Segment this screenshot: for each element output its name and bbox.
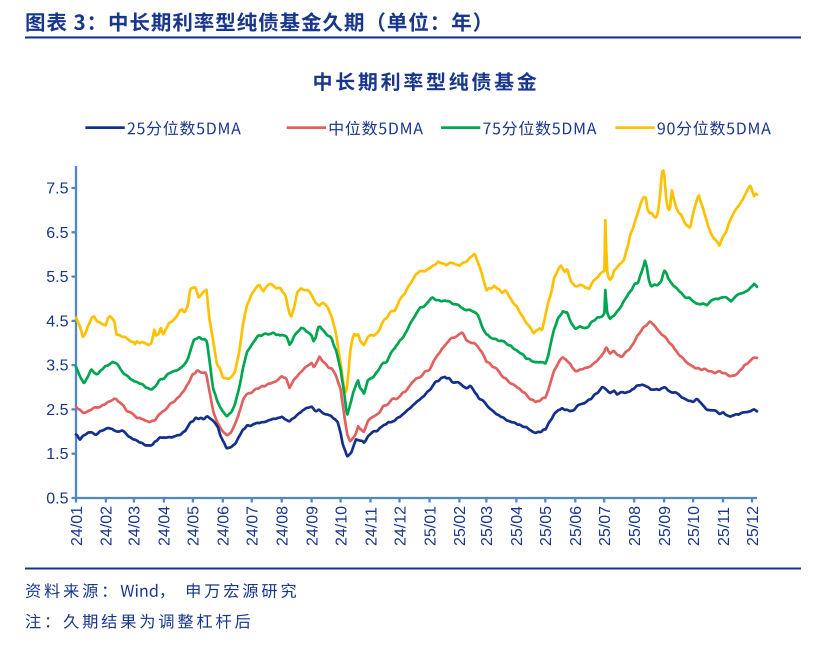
svg-text:3.5: 3.5 <box>46 358 68 375</box>
svg-text:4.5: 4.5 <box>46 313 68 330</box>
svg-text:0.5: 0.5 <box>46 491 68 508</box>
svg-text:25/02: 25/02 <box>452 506 469 546</box>
svg-text:24/07: 24/07 <box>245 506 262 546</box>
svg-text:24/05: 24/05 <box>186 506 203 546</box>
svg-text:24/08: 24/08 <box>275 506 292 546</box>
svg-text:25/06: 25/06 <box>568 506 585 546</box>
svg-text:25/11: 25/11 <box>716 507 733 546</box>
svg-text:24/12: 24/12 <box>392 506 409 546</box>
svg-text:25/01: 25/01 <box>422 506 439 546</box>
svg-text:7.5: 7.5 <box>46 181 68 198</box>
svg-text:24/04: 24/04 <box>157 506 174 546</box>
svg-text:25/03: 25/03 <box>479 506 496 546</box>
svg-text:25/05: 25/05 <box>538 506 555 546</box>
svg-text:25/07: 25/07 <box>597 506 614 546</box>
svg-text:25/08: 25/08 <box>627 506 644 546</box>
svg-text:25/12: 25/12 <box>745 506 762 546</box>
svg-text:6.5: 6.5 <box>46 225 68 242</box>
svg-text:24/09: 24/09 <box>304 506 321 546</box>
svg-text:1.5: 1.5 <box>46 446 68 463</box>
svg-text:25/10: 25/10 <box>686 506 703 546</box>
svg-text:24/01: 24/01 <box>69 506 86 546</box>
svg-text:25/04: 25/04 <box>509 506 526 546</box>
svg-text:24/06: 24/06 <box>216 506 233 546</box>
svg-text:24/03: 24/03 <box>127 506 144 546</box>
svg-text:25/09: 25/09 <box>657 506 674 546</box>
svg-text:24/11: 24/11 <box>363 507 380 546</box>
svg-text:24/02: 24/02 <box>99 506 116 546</box>
svg-text:24/10: 24/10 <box>333 506 350 546</box>
svg-text:2.5: 2.5 <box>46 402 68 419</box>
svg-text:5.5: 5.5 <box>46 269 68 286</box>
